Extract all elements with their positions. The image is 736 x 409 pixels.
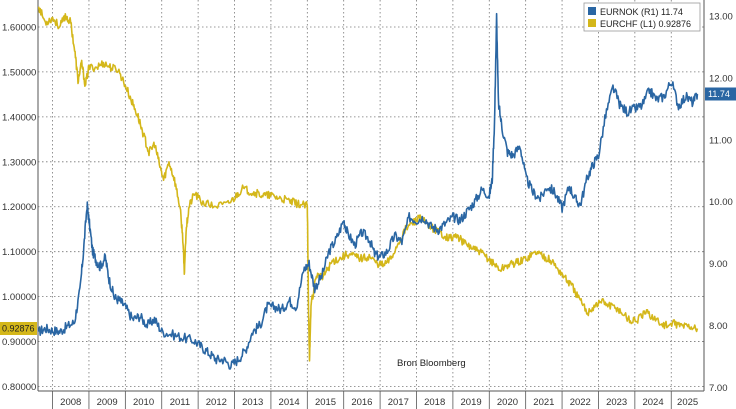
left-axis-ticks: 0.80000 0.90000 1.00000 1.10000 1.20000 1.300…: [2, 22, 36, 393]
legend-box: [583, 2, 701, 32]
right-tick-label: 11.00: [709, 135, 732, 146]
right-tick-label: 12.00: [709, 73, 733, 84]
x-tick-label: 2012: [206, 397, 227, 408]
eurchf-last-value: 0.92876: [2, 324, 35, 334]
x-tick-label: 2025: [677, 397, 698, 408]
series-line-eurnok: [37, 12, 699, 370]
x-axis-ticks: 2008 2009 2010 2011 2012 2013 2014 2015 2016 2017…: [52, 391, 698, 409]
legend-swatch-eurnok: [588, 7, 596, 15]
x-tick-label: 2017: [388, 397, 409, 408]
eurnok-last-value-tag: [705, 87, 736, 101]
x-tick-label: 2016: [351, 397, 372, 408]
right-axis-ticks: 7.00 8.00 9.00 10.00 11.00 12.00 13.00: [709, 12, 733, 394]
legend: EURNOK (R1) 11.74 EURCHF (L1) 0.92876: [583, 2, 701, 32]
left-tick-label: 1.60000: [2, 22, 36, 33]
axes: [37, 0, 705, 392]
last-value-tags: 0.92876 11.74: [0, 87, 736, 335]
source-annotation: Bron Bloomberg: [397, 358, 466, 369]
left-tick-label: 1.10000: [2, 247, 36, 258]
series-line-eurchf: [37, 6, 699, 362]
left-tick-label: 1.00000: [2, 292, 36, 303]
right-tick-label: 7.00: [709, 383, 728, 394]
x-tick-label: 2024: [642, 397, 663, 408]
x-tick-label: 2023: [606, 397, 627, 408]
x-tick-label: 2022: [570, 397, 591, 408]
left-tick-label: 1.50000: [2, 67, 36, 78]
x-tick-label: 2021: [533, 397, 554, 408]
right-tick-label: 9.00: [709, 259, 728, 270]
eurchf-last-value-tag: [0, 322, 37, 335]
left-tick-label: 0.80000: [2, 382, 36, 393]
x-tick-label: 2020: [497, 397, 518, 408]
left-tick-label: 0.90000: [2, 337, 36, 348]
x-tick-label: 2011: [170, 397, 190, 408]
legend-label-eurnok: EURNOK (R1) 11.74: [600, 7, 683, 17]
right-tick-label: 10.00: [709, 197, 733, 208]
x-tick-label: 2013: [242, 397, 263, 408]
x-tick-label: 2014: [279, 397, 300, 408]
legend-label-eurchf: EURCHF (L1) 0.92876: [600, 19, 691, 29]
eurnok-last-value: 11.74: [708, 89, 730, 99]
legend-swatch-eurchf: [588, 19, 596, 27]
left-tick-label: 1.40000: [2, 112, 36, 123]
x-tick-label: 2010: [133, 397, 154, 408]
x-tick-label: 2018: [424, 397, 445, 408]
gridlines: [38, 0, 704, 391]
x-tick-label: 2019: [461, 397, 482, 408]
right-tick-label: 8.00: [709, 321, 728, 332]
left-tick-label: 1.20000: [2, 202, 36, 213]
x-tick-label: 2009: [97, 397, 118, 408]
right-tick-label: 13.00: [709, 12, 733, 23]
x-tick-label: 2015: [315, 397, 336, 408]
x-tick-label: 2008: [60, 397, 81, 408]
left-tick-label: 1.30000: [2, 157, 36, 168]
series-layer: [37, 6, 699, 370]
